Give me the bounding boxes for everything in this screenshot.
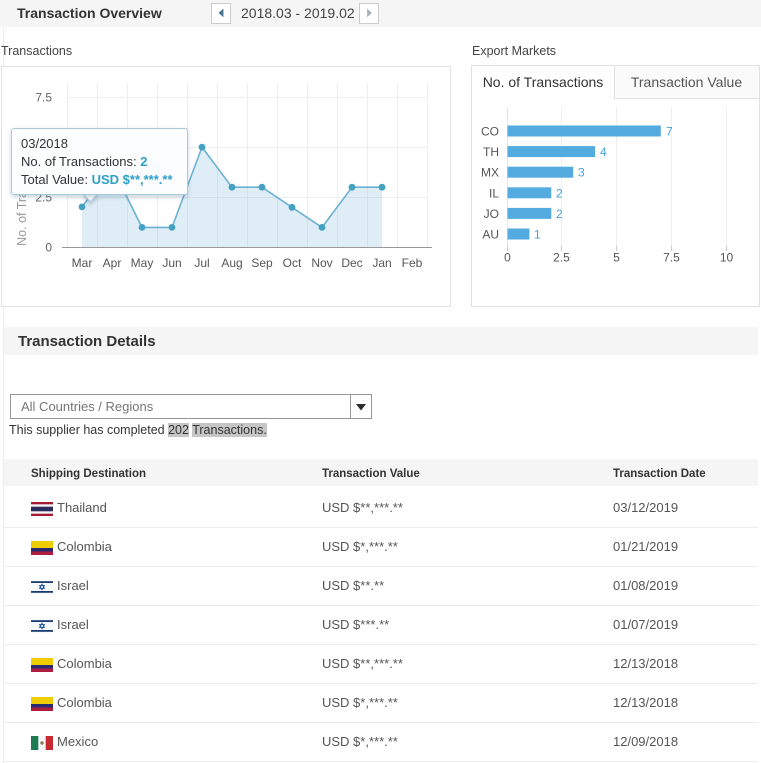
svg-text:CO: CO xyxy=(481,125,499,139)
svg-text:Oct: Oct xyxy=(283,256,302,270)
svg-text:5: 5 xyxy=(613,251,620,265)
svg-text:Apr: Apr xyxy=(103,256,122,270)
svg-text:Mar: Mar xyxy=(72,256,93,270)
svg-text:0: 0 xyxy=(45,241,52,255)
svg-text:JO: JO xyxy=(484,207,499,221)
svg-text:10: 10 xyxy=(720,251,734,265)
svg-text:Dec: Dec xyxy=(341,256,362,270)
svg-text:Jul: Jul xyxy=(194,256,209,270)
svg-text:7.5: 7.5 xyxy=(663,251,680,265)
svg-text:MX: MX xyxy=(481,166,499,180)
svg-text:7.5: 7.5 xyxy=(35,91,52,105)
svg-text:2: 2 xyxy=(556,186,563,200)
svg-text:Feb: Feb xyxy=(402,256,423,270)
svg-text:7: 7 xyxy=(666,125,673,139)
svg-text:AU: AU xyxy=(482,228,499,242)
svg-text:Nov: Nov xyxy=(311,256,332,270)
svg-text:Jan: Jan xyxy=(372,256,391,270)
svg-text:1: 1 xyxy=(534,228,541,242)
svg-text:2.5: 2.5 xyxy=(553,251,570,265)
svg-text:4: 4 xyxy=(600,145,607,159)
svg-text:2: 2 xyxy=(556,207,563,221)
svg-text:May: May xyxy=(131,256,154,270)
svg-text:3: 3 xyxy=(578,166,585,180)
svg-text:Aug: Aug xyxy=(221,256,242,270)
svg-text:Sep: Sep xyxy=(251,256,273,270)
svg-text:Jun: Jun xyxy=(162,256,181,270)
svg-text:TH: TH xyxy=(483,145,499,159)
svg-text:IL: IL xyxy=(489,186,499,200)
svg-text:0: 0 xyxy=(504,251,511,265)
